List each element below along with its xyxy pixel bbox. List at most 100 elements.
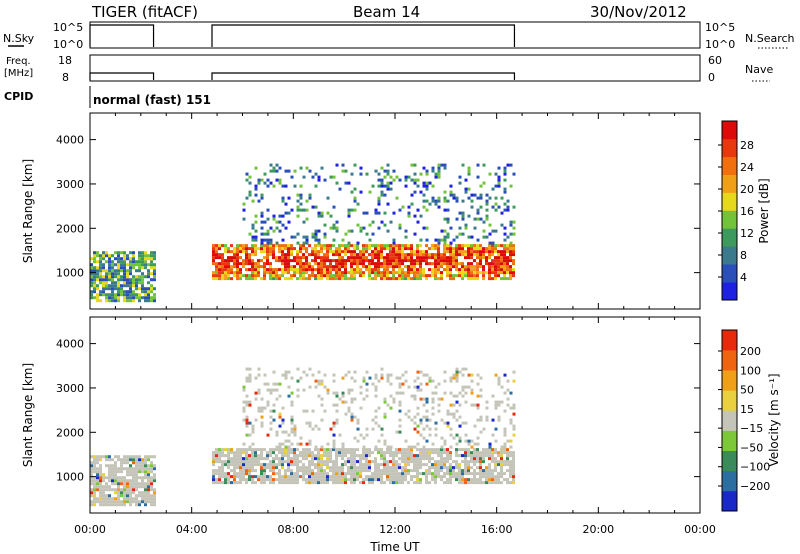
heatmap-cell xyxy=(470,472,473,476)
heatmap-cell xyxy=(386,184,390,188)
heatmap-cell xyxy=(488,454,491,458)
heatmap-cell xyxy=(117,281,120,285)
heatmap-cell xyxy=(506,268,509,272)
heatmap-cell xyxy=(356,427,360,431)
heatmap-cell xyxy=(135,275,138,279)
heatmap-cell xyxy=(476,265,479,269)
heatmap-cell xyxy=(251,223,255,227)
heatmap-cell xyxy=(377,211,381,215)
heatmap-cell xyxy=(389,259,392,263)
heatmap-cell xyxy=(371,220,375,224)
heatmap-cell xyxy=(305,250,308,254)
heatmap-cell xyxy=(141,263,144,267)
heatmap-cell xyxy=(476,403,480,407)
heatmap-cell xyxy=(500,256,503,260)
heatmap-cell xyxy=(416,412,420,416)
heatmap-cell xyxy=(425,238,429,242)
heatmap-cell xyxy=(132,296,135,300)
heatmap-cell xyxy=(129,272,132,276)
colorbar-tick-label: −200 xyxy=(740,480,770,493)
heatmap-cell xyxy=(144,254,147,258)
heatmap-cell xyxy=(135,284,138,288)
heatmap-cell xyxy=(284,373,288,377)
heatmap-cell xyxy=(503,259,506,263)
heatmap-cell xyxy=(440,397,444,401)
heatmap-cell xyxy=(443,379,447,383)
heatmap-cell xyxy=(272,463,275,467)
heatmap-cell xyxy=(377,262,380,266)
heatmap-cell xyxy=(227,277,230,281)
heatmap-cell xyxy=(105,455,108,459)
heatmap-cell xyxy=(413,460,416,464)
heatmap-cell xyxy=(398,247,401,251)
heatmap-cell xyxy=(263,268,266,272)
heatmap-cell xyxy=(317,256,320,260)
heatmap-cell xyxy=(278,394,282,398)
heatmap-cell xyxy=(278,415,282,419)
heatmap-cell xyxy=(290,430,294,434)
heatmap-cell xyxy=(380,472,383,476)
heatmap-cell xyxy=(488,463,491,467)
heatmap-cell xyxy=(425,472,428,476)
heatmap-cell xyxy=(425,418,429,422)
heatmap-cell xyxy=(425,400,429,404)
heatmap-cell xyxy=(311,460,314,464)
heatmap-cell xyxy=(491,271,494,275)
heatmap-cell xyxy=(494,229,498,233)
heatmap-cell xyxy=(449,262,452,266)
heatmap-cell xyxy=(311,469,314,473)
heatmap-cell xyxy=(479,457,482,461)
heatmap-cell xyxy=(320,469,323,473)
heatmap-cell xyxy=(467,169,471,173)
heatmap-cell xyxy=(296,277,299,281)
heatmap-cell xyxy=(230,259,233,263)
heatmap-cell xyxy=(497,250,500,254)
heatmap-cell xyxy=(503,172,507,176)
heatmap-cell xyxy=(108,500,111,504)
heatmap-cell xyxy=(461,247,464,251)
heatmap-cell xyxy=(305,448,308,452)
heatmap-cell xyxy=(419,370,423,374)
heatmap-cell xyxy=(212,472,215,476)
heatmap-cell xyxy=(425,481,428,485)
heatmap-cell xyxy=(296,253,299,257)
heatmap-cell xyxy=(350,448,353,452)
heatmap-cell xyxy=(395,481,398,485)
heatmap-cell xyxy=(374,445,378,449)
heatmap-cell xyxy=(506,448,509,452)
heatmap-cell xyxy=(455,217,459,221)
heatmap-cell xyxy=(105,278,108,282)
heatmap-cell xyxy=(332,433,336,437)
heatmap-cell xyxy=(108,257,111,261)
heatmap-cell xyxy=(224,472,227,476)
heatmap-cell xyxy=(452,472,455,476)
heatmap-cell xyxy=(230,448,233,452)
heatmap-cell xyxy=(371,427,375,431)
heatmap-cell xyxy=(392,253,395,257)
heatmap-cell xyxy=(305,235,309,239)
y-tick-label: 2000 xyxy=(56,426,84,439)
heatmap-cell xyxy=(329,268,332,272)
heatmap-cell xyxy=(120,488,123,492)
heatmap-cell xyxy=(129,296,132,300)
heatmap-cell xyxy=(341,463,344,467)
heatmap-cell xyxy=(221,271,224,275)
heatmap-cell xyxy=(123,494,126,498)
heatmap-cell xyxy=(230,463,233,467)
heatmap-cell xyxy=(260,196,264,200)
heatmap-cell xyxy=(281,373,285,377)
heatmap-cell xyxy=(458,250,461,254)
heatmap-cell xyxy=(293,271,296,275)
heatmap-cell xyxy=(248,379,252,383)
heatmap-cell xyxy=(123,479,126,483)
heatmap-cell xyxy=(410,178,414,182)
heatmap-cell xyxy=(488,451,491,455)
heatmap-cell xyxy=(129,299,132,303)
heatmap-cell xyxy=(245,421,249,425)
heatmap-cell xyxy=(132,263,135,267)
heatmap-cell xyxy=(323,385,327,389)
heatmap-cell xyxy=(317,448,320,452)
heatmap-cell xyxy=(461,448,464,452)
heatmap-cell xyxy=(317,268,320,272)
heatmap-cell xyxy=(374,262,377,266)
